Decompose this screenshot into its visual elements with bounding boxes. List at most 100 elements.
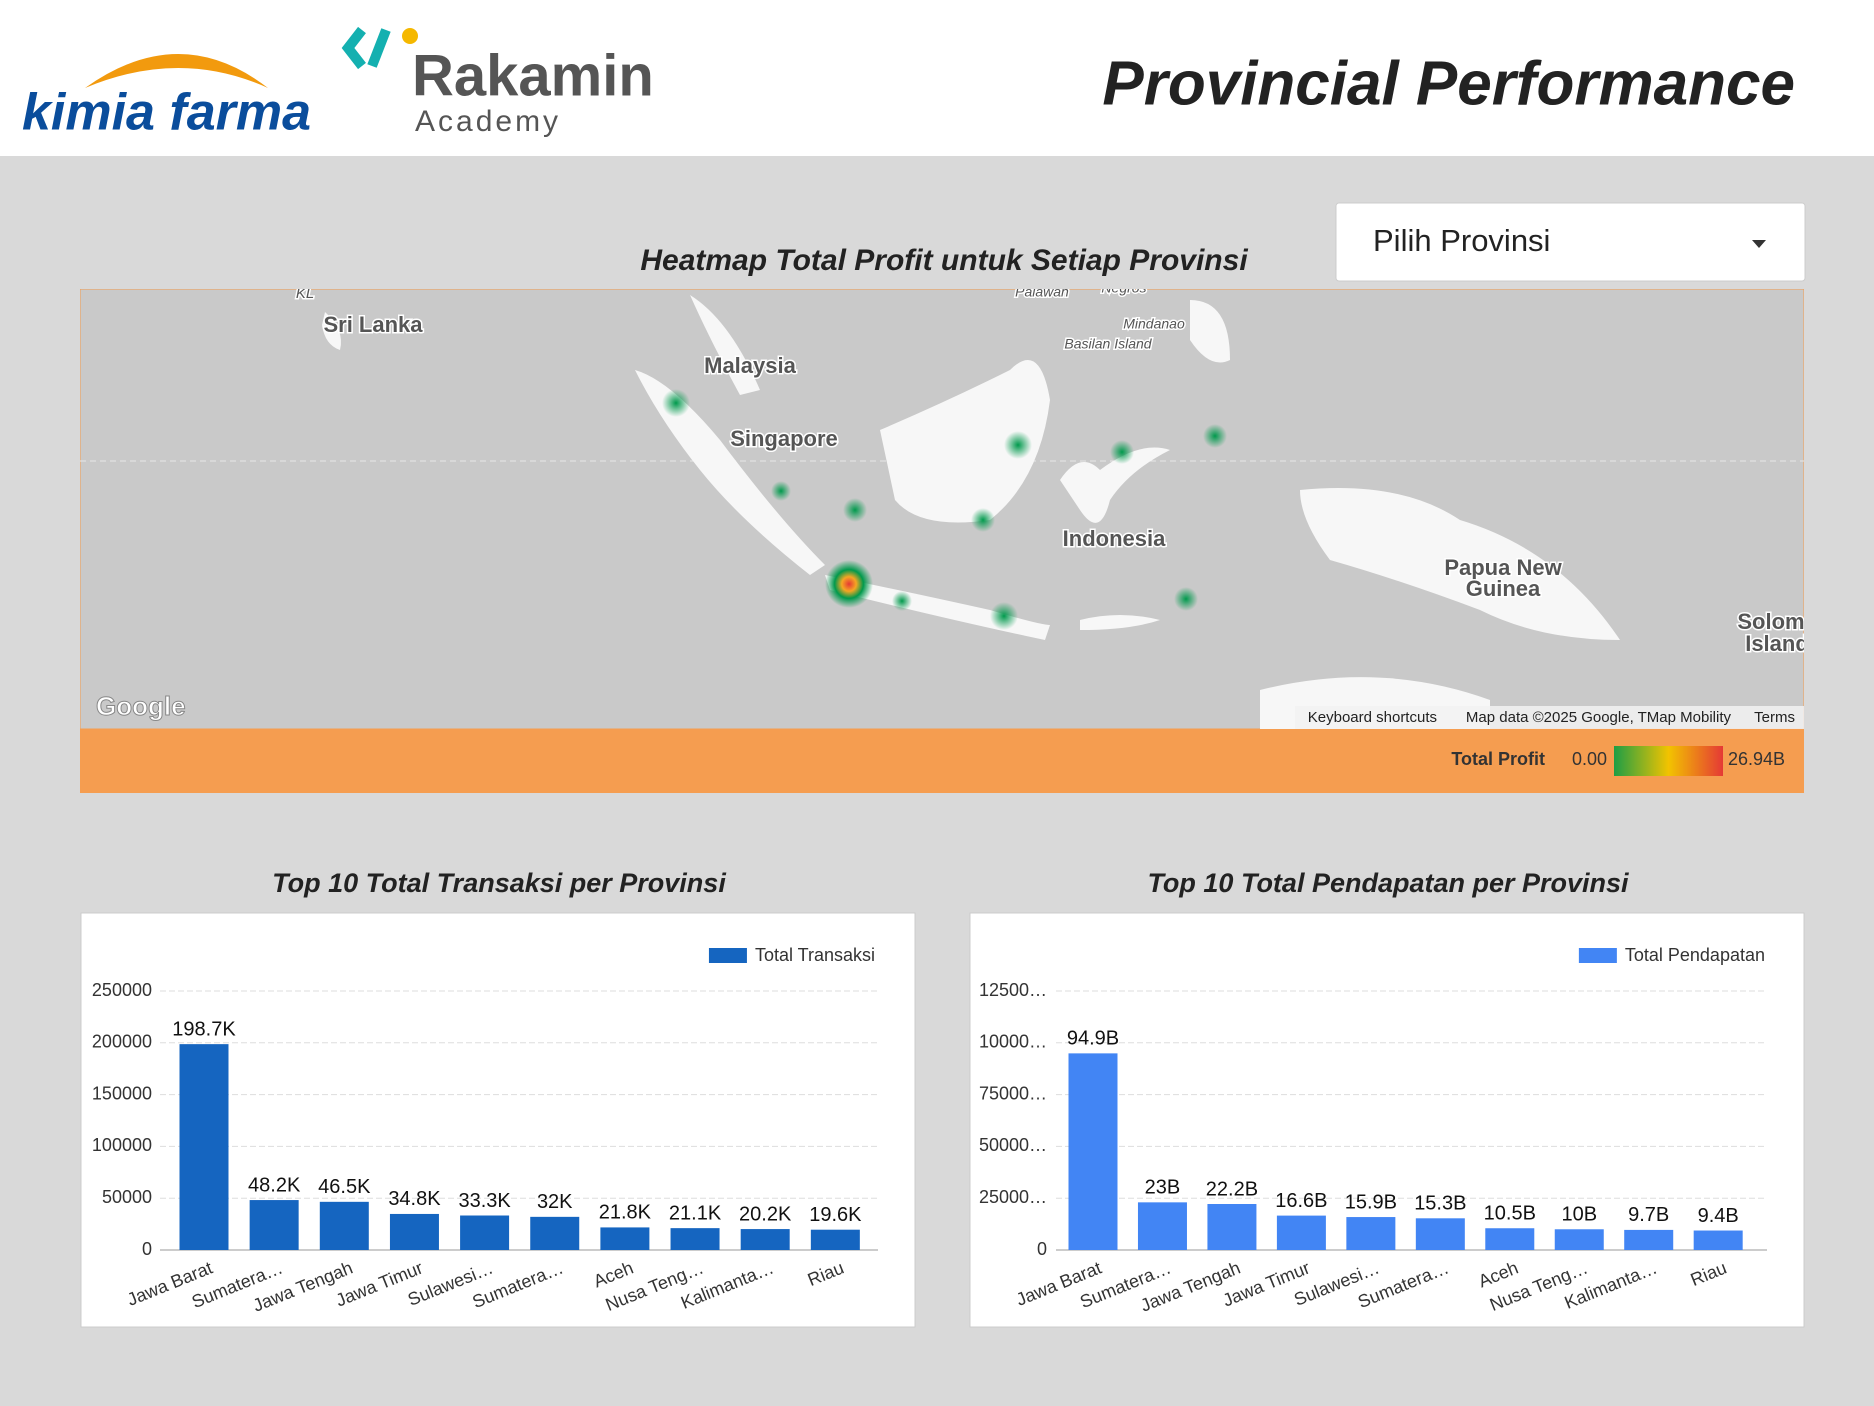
bar [810,1229,860,1250]
attribution[interactable]: Terms [1754,709,1795,726]
logo-mark [341,26,366,70]
heat-spot [771,481,791,501]
data-label: 22.2B [1206,1178,1258,1200]
bar [670,1228,720,1250]
bar [319,1201,369,1250]
place-label: Malaysia [704,353,796,378]
legend-label: Total Transaksi [755,945,875,965]
y-tick-label: 100000 [92,1135,152,1155]
map[interactable]: KL Sri Lanka Malaysia Singapore Indonesia Pap… [80,280,1809,729]
heat-spot [843,498,867,522]
y-tick-label: 0 [1037,1239,1047,1259]
place-label: Guinea [1466,576,1541,601]
legend-min: 0.00 [1572,749,1607,769]
place-label: Island [1745,631,1809,656]
bar [1485,1228,1535,1250]
logo-right: Rakamin [412,43,654,108]
place-label: KL [296,285,314,302]
heat-spot [662,389,690,417]
map-legend-bar [80,729,1804,793]
bar [1693,1230,1743,1250]
page-title: Provincial Performance [1102,49,1795,118]
place-label: Mindanao [1123,316,1185,332]
heat-spot [971,508,995,532]
y-tick-label: 150000 [92,1083,152,1103]
chart-title: Top 10 Total Pendapatan per Provinsi [1147,868,1629,898]
data-label: 9.4B [1698,1205,1739,1227]
place-label: Singapore [730,426,838,451]
place-label: Negros [1101,280,1146,296]
bar [740,1229,790,1250]
data-label: 21.1K [669,1202,722,1224]
legend-gradient [1614,746,1723,776]
logo-left: kimia farma [22,84,311,142]
legend-swatch [1578,948,1617,963]
data-label: 34.8K [388,1188,441,1210]
bar [1068,1053,1118,1250]
place-label: Palawan [1015,284,1069,300]
data-label: 198.7K [172,1018,236,1040]
attribution[interactable]: Map data ©2025 Google, TMap Mobility [1466,709,1732,726]
dropdown-arrow[interactable] [1752,240,1766,248]
data-label: 33.3K [458,1190,511,1212]
place-label: Papua New [1444,555,1562,580]
data-label: 15.3B [1414,1193,1466,1215]
bar [179,1044,229,1250]
data-label: 10.5B [1484,1203,1536,1225]
bar [1137,1202,1187,1250]
place-label: Sri Lanka [323,312,423,337]
heat-spot [1174,587,1198,611]
heat-spot [1004,431,1032,459]
heat-spot [825,560,873,608]
data-label: 15.9B [1345,1191,1397,1213]
dropdown-label[interactable]: Pilih Provinsi [1373,223,1550,258]
y-tick-label: 50000… [979,1135,1047,1155]
data-label: 9.7B [1628,1204,1669,1226]
bar [1554,1229,1604,1250]
attribution[interactable]: Keyboard shortcuts [1308,709,1437,726]
data-label: 48.2K [248,1174,301,1196]
bar [249,1200,299,1250]
heat-spot [1110,440,1134,464]
bar [1276,1215,1326,1250]
heat-spot [990,602,1018,630]
bar [1624,1229,1674,1250]
data-label: 32K [537,1191,573,1213]
bar [1415,1218,1465,1250]
map-title: Heatmap Total Profit untuk Setiap Provin… [640,244,1248,277]
place-label: Solom [1737,609,1804,634]
logo-mark [367,28,391,68]
logo-dot [402,28,418,44]
data-label: 94.9B [1067,1028,1119,1050]
y-tick-label: 25000… [979,1187,1047,1207]
data-label: 46.5K [318,1176,371,1198]
bar [530,1216,580,1250]
map-labels: KL Sri Lanka Malaysia Singapore Indonesia Pap… [294,280,1809,657]
logo-arc [85,54,268,88]
y-tick-label: 75000… [979,1083,1047,1103]
heat-spot [892,591,912,611]
bar [389,1213,439,1250]
legend-label: Total Profit [1451,749,1545,769]
place-label: Basilan Island [1064,336,1152,352]
data-label: 16.6B [1275,1190,1327,1212]
y-tick-label: 50000 [102,1187,152,1207]
legend-label: Total Pendapatan [1625,945,1765,965]
data-label: 20.2K [739,1203,792,1225]
bar [1346,1217,1396,1250]
logo-right-sub: Academy [415,105,561,138]
data-label: 19.6K [809,1204,862,1226]
data-label: 23B [1145,1177,1181,1199]
header-bar [0,0,1874,156]
bar [1207,1204,1257,1250]
y-tick-label: 0 [142,1239,152,1259]
province-dropdown[interactable] [1335,202,1806,282]
bar [600,1227,650,1250]
data-label: 21.8K [599,1202,652,1224]
y-tick-label: 12500… [979,980,1047,1000]
bar [460,1215,510,1250]
legend-max: 26.94B [1728,749,1785,769]
legend-swatch [708,948,747,963]
